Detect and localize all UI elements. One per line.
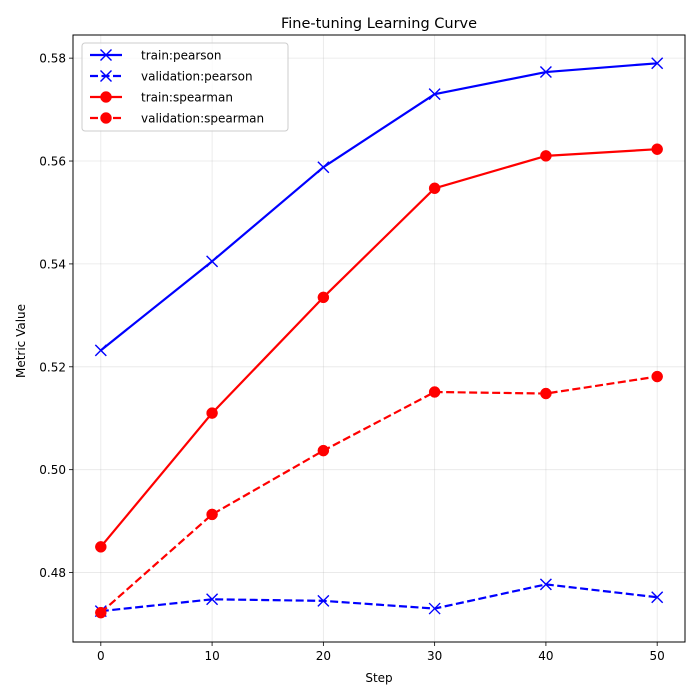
data-point-train-pearson [651,57,664,70]
y-tick-label: 0.58 [39,52,66,66]
data-point-train-pearson [539,66,552,79]
grid [73,35,685,642]
x-tick-label: 20 [316,649,331,663]
legend-box [81,42,289,132]
series-layer [94,57,664,619]
data-point-validation-pearson [428,602,441,615]
legend-entry-train-spearman: train:spearman [90,91,233,105]
legend-marker-validation-spearman [100,112,112,124]
data-point-validation-spearman [317,444,330,457]
y-tick-label: 0.50 [39,463,66,477]
series-validation-spearman [95,370,663,619]
x-axis-label: Step [365,671,392,685]
legend-entry-validation-spearman: validation:spearman [90,112,264,126]
x-tick-label: 50 [650,649,665,663]
series-train-spearman [95,143,663,553]
data-point-train-pearson [94,344,107,357]
legend-marker-train-pearson [100,49,112,61]
legend-entry-train-pearson: train:pearson [90,49,221,63]
legend-label-train-spearman: train:spearman [141,91,233,105]
y-axis-label: Metric Value [14,304,28,378]
legend: train:pearson validation:pearson train:spe… [81,42,289,132]
x-tick-label: 10 [204,649,219,663]
series-line-validation-pearson [100,583,658,613]
series-train-pearson [94,57,664,357]
axis-ticks: 0 10 20 30 40 50 0.48 0.50 0.52 0.54 0.56 0.58 [39,52,665,663]
data-point-train-spearman [206,407,218,419]
data-point-train-spearman [540,150,552,162]
legend-marker-validation-pearson [100,70,112,82]
legend-entry-validation-pearson: validation:pearson [90,70,253,84]
data-point-train-pearson [206,255,219,268]
data-point-train-spearman [317,291,330,304]
data-point-train-pearson [317,161,330,174]
plot-frame [72,34,686,643]
series-line-train-spearman [99,148,658,548]
legend-label-train-pearson: train:pearson [141,49,221,63]
data-point-validation-pearson [206,593,219,606]
y-tick-label: 0.56 [39,155,66,169]
data-point-validation-pearson [651,591,664,604]
y-tick-label: 0.48 [39,566,66,580]
x-tick-label: 30 [427,649,442,663]
series-line-validation-spearman [100,375,658,614]
x-tick-label: 40 [538,649,553,663]
data-point-validation-spearman [95,606,107,619]
data-point-validation-spearman [428,386,441,398]
data-point-train-spearman [428,182,441,195]
legend-label-validation-spearman: validation:spearman [141,112,264,126]
data-point-train-pearson [428,88,441,101]
legend-label-validation-pearson: validation:pearson [141,70,253,84]
data-point-validation-spearman [540,387,552,400]
data-point-validation-spearman [651,370,663,383]
x-tick-label: 0 [97,649,105,663]
data-point-train-spearman [95,541,107,553]
data-point-train-spearman [651,143,663,155]
data-point-validation-pearson [317,594,330,607]
y-tick-label: 0.54 [39,257,66,271]
legend-marker-train-spearman [100,91,112,103]
chart-title: Fine-tuning Learning Curve [281,16,477,32]
y-tick-label: 0.52 [39,360,66,374]
data-point-validation-spearman [206,508,218,521]
series-line-train-pearson [100,62,658,352]
data-point-validation-pearson [539,578,552,591]
